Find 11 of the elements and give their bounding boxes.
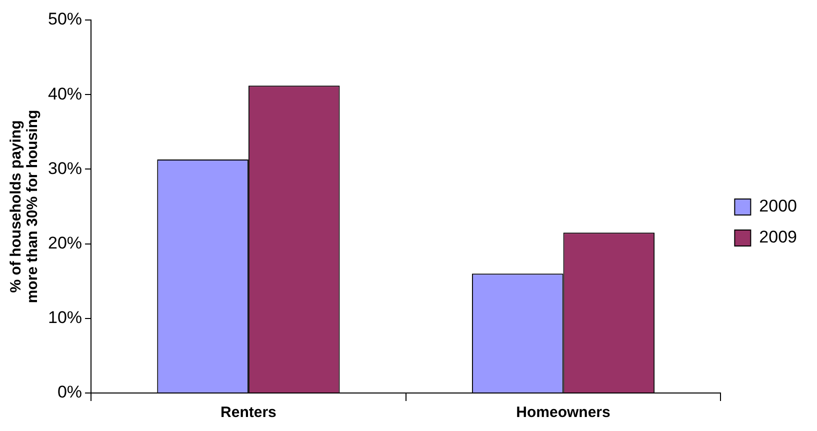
x-tick-label: Renters (220, 404, 276, 422)
y-axis-title: % of households paying more than 30% for housing (7, 110, 41, 304)
legend-label: 2009 (759, 228, 798, 247)
y-tick-label: 20% (48, 233, 82, 252)
y-tick-label: 30% (48, 158, 82, 178)
legend-label: 2000 (759, 196, 798, 216)
y-tick-label: 10% (48, 308, 82, 328)
y-tick-label: 40% (48, 84, 82, 104)
x-tick-label: Homeowners (516, 404, 610, 422)
y-tick-label: 0% (57, 382, 82, 402)
y-tick-label: 50% (48, 10, 82, 29)
